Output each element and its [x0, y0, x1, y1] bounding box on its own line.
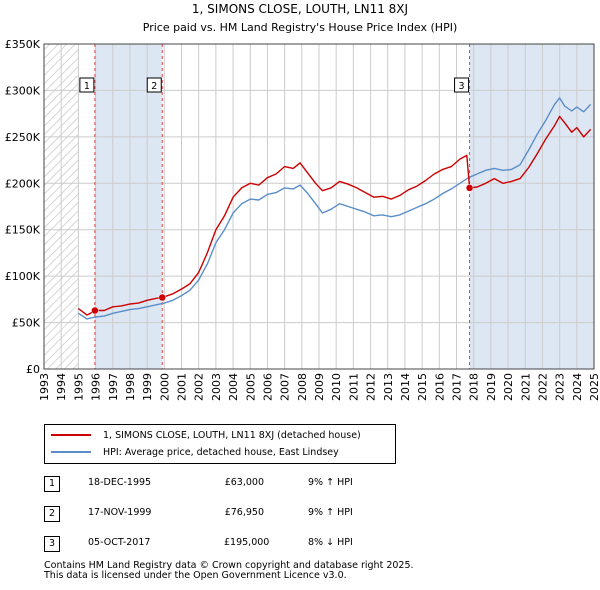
footer-copyright: Contains HM Land Registry data © Crown c… [44, 560, 414, 571]
x-tick-label: 2019 [485, 373, 498, 401]
sale-price: £195,000 [224, 537, 270, 548]
sale-label: 2 [151, 81, 157, 92]
x-tick-label: 2013 [382, 373, 395, 401]
x-tick-label: 2011 [347, 373, 360, 401]
table-row: 1 18-DEC-1995 £63,000 9% ↑ HPI [44, 474, 444, 494]
hpi-line [78, 97, 592, 320]
x-tick-label: 2020 [502, 373, 515, 401]
x-tick-label: 2018 [468, 373, 481, 401]
shaded-period [469, 44, 594, 369]
x-tick-label: 2014 [399, 373, 412, 401]
price-chart: 1, SIMONS CLOSE, LOUTH, LN11 8XJ Price p… [5, 2, 600, 401]
x-tick-label: 2004 [227, 373, 240, 401]
y-tick-label: £0 [26, 363, 40, 376]
x-tick-label: 2012 [365, 373, 378, 401]
x-tick-label: 2006 [261, 373, 274, 401]
x-tick-label: 2010 [330, 373, 343, 401]
y-tick-label: £100K [5, 270, 41, 283]
x-tick-label: 1996 [90, 373, 103, 401]
x-tick-label: 2015 [416, 373, 429, 401]
table-row: 2 17-NOV-1999 £76,950 9% ↑ HPI [44, 504, 444, 524]
legend-item-property: 1, SIMONS CLOSE, LOUTH, LN11 8XJ (detach… [51, 428, 361, 442]
x-tick-label: 2023 [554, 373, 567, 401]
sale-label-box [454, 77, 470, 93]
legend-swatch-property [51, 434, 91, 436]
x-tick-label: 2022 [536, 373, 549, 401]
legend: 1, SIMONS CLOSE, LOUTH, LN11 8XJ (detach… [44, 424, 396, 464]
sale-number-badge: 1 [44, 476, 60, 492]
x-tick-label: 1997 [107, 373, 120, 401]
shaded-period [94, 44, 163, 369]
x-tick-label: 2003 [210, 373, 223, 401]
footer-licence: This data is licensed under the Open Gov… [44, 570, 347, 581]
sale-number-badge: 3 [44, 536, 60, 552]
sale-date: 05-OCT-2017 [88, 537, 151, 548]
x-tick-label: 2001 [176, 373, 189, 401]
sale-label-box [146, 77, 162, 93]
sale-hpi-delta: 9% ↑ HPI [308, 507, 353, 518]
sale-point [465, 184, 474, 192]
x-tick-label: 2025 [588, 373, 600, 401]
sale-price: £63,000 [224, 477, 264, 488]
y-tick-label: £150K [5, 224, 41, 237]
sale-label: 3 [459, 81, 465, 92]
x-tick-label: 1994 [55, 373, 68, 401]
sale-price: £76,950 [224, 507, 264, 518]
y-tick-label: £200K [5, 177, 41, 190]
sale-hpi-delta: 9% ↑ HPI [308, 477, 353, 488]
sale-date: 17-NOV-1999 [88, 507, 152, 518]
legend-label-property: 1, SIMONS CLOSE, LOUTH, LN11 8XJ (detach… [103, 429, 361, 441]
x-tick-label: 1999 [141, 373, 154, 401]
footer: Contains HM Land Registry data © Crown c… [44, 561, 414, 581]
x-tick-label: 2009 [313, 373, 326, 401]
x-tick-label: 2007 [279, 373, 292, 401]
y-tick-label: £50K [12, 317, 41, 330]
sale-label: 1 [84, 81, 90, 92]
sale-number-badge: 2 [44, 506, 60, 522]
y-tick-label: £250K [5, 131, 41, 144]
chart-title: 1, SIMONS CLOSE, LOUTH, LN11 8XJ [192, 2, 408, 16]
sale-point [158, 293, 166, 302]
plot-frame [43, 43, 595, 370]
legend-item-hpi: HPI: Average price, detached house, East… [51, 445, 339, 459]
y-tick-label: £350K [5, 38, 41, 51]
x-tick-label: 1998 [124, 373, 137, 401]
y-tick-label: £300K [5, 84, 41, 97]
sale-date: 18-DEC-1995 [88, 477, 152, 488]
x-tick-label: 1993 [38, 373, 51, 401]
x-tick-label: 2005 [244, 373, 257, 401]
x-tick-label: 2008 [296, 373, 309, 401]
sale-hpi-delta: 8% ↓ HPI [308, 537, 353, 548]
x-tick-label: 2021 [519, 373, 532, 401]
x-tick-label: 2002 [193, 373, 206, 401]
sale-label-box [79, 77, 95, 93]
property-price-line [77, 115, 592, 316]
legend-label-hpi: HPI: Average price, detached house, East… [103, 446, 339, 458]
x-tick-label: 1995 [72, 373, 85, 401]
chart-subtitle: Price paid vs. HM Land Registry's House … [143, 21, 458, 34]
x-tick-label: 2016 [433, 373, 446, 401]
sale-point [91, 306, 99, 315]
x-tick-label: 2024 [571, 373, 584, 401]
x-tick-label: 2000 [158, 373, 171, 401]
table-row: 3 05-OCT-2017 £195,000 8% ↓ HPI [44, 534, 444, 554]
legend-swatch-hpi [51, 451, 91, 453]
x-tick-label: 2017 [451, 373, 464, 401]
